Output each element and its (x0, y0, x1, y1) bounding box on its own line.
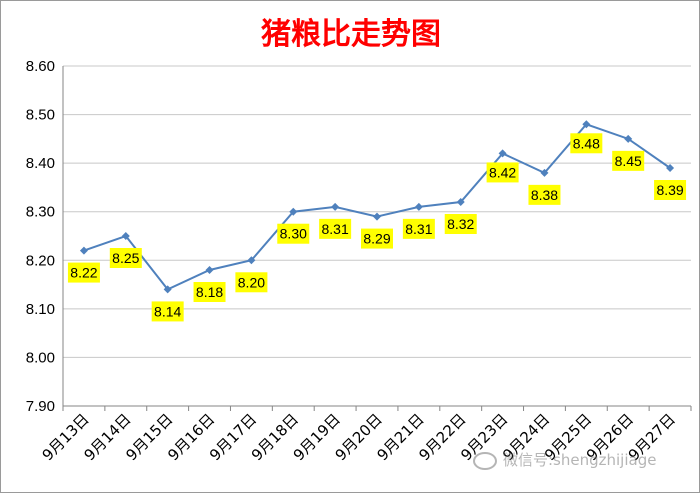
data-point (498, 149, 507, 158)
data-label-text: 8.18 (196, 284, 223, 300)
data-label-text: 8.20 (238, 274, 265, 290)
data-label: 8.25 (109, 248, 142, 268)
data-label: 8.31 (319, 218, 352, 239)
data-label: 8.18 (193, 282, 226, 302)
data-label-bg (277, 223, 310, 244)
data-label-text: 8.25 (112, 250, 139, 266)
data-point (540, 168, 549, 177)
data-label: 8.22 (67, 262, 100, 283)
data-label-bg (402, 218, 435, 239)
data-label: 8.31 (402, 218, 435, 239)
data-label-text: 8.38 (531, 187, 558, 203)
data-point (373, 212, 381, 221)
data-label-text: 8.39 (656, 182, 683, 198)
data-point (205, 266, 214, 274)
data-point (582, 120, 591, 129)
wechat-icon (473, 451, 497, 470)
data-label-text: 8.42 (489, 164, 516, 180)
data-label: 8.20 (235, 272, 268, 293)
y-tick-label: 8.00 (26, 349, 55, 366)
data-label-text: 8.45 (615, 153, 642, 169)
data-label-bg (570, 133, 603, 154)
data-label-text: 8.29 (363, 231, 390, 247)
data-label: 8.30 (277, 223, 310, 244)
data-point (163, 285, 172, 294)
y-tick-label: 8.30 (26, 204, 55, 221)
data-point (414, 202, 423, 211)
data-label-bg (193, 282, 226, 302)
data-label: 8.39 (654, 180, 687, 200)
data-point (456, 198, 465, 206)
data-point (247, 256, 256, 265)
data-label-bg (486, 162, 519, 183)
data-label: 8.45 (612, 150, 645, 171)
data-label-bg (444, 214, 477, 234)
data-label: 8.48 (570, 133, 603, 154)
data-point (624, 134, 633, 143)
data-label-text: 8.30 (280, 226, 307, 242)
y-tick-label: 8.50 (26, 107, 55, 124)
data-point (289, 207, 298, 216)
y-tick-label: 8.60 (26, 58, 55, 75)
data-label-bg (319, 218, 352, 239)
watermark: 微信号:shengzhijiage (473, 449, 656, 470)
data-label-text: 8.22 (70, 265, 97, 281)
data-label-bg (528, 184, 561, 205)
data-label-bg (361, 228, 393, 249)
y-tick-label: 8.40 (26, 155, 55, 172)
data-label-text: 8.31 (405, 221, 432, 237)
data-label-bg (612, 150, 645, 171)
watermark-text: 微信号:shengzhijiage (503, 451, 657, 469)
data-label: 8.32 (444, 214, 477, 234)
chart-title: 猪粮比走势图 (261, 17, 441, 52)
data-point (121, 232, 130, 240)
data-label-bg (151, 301, 184, 322)
data-label-text: 8.31 (322, 221, 349, 237)
data-label-text: 8.14 (154, 303, 181, 319)
y-tick-label: 8.10 (26, 301, 55, 318)
data-label-bg (109, 248, 142, 268)
data-label-bg (235, 272, 268, 293)
data-point (79, 246, 88, 255)
data-label: 8.42 (486, 162, 519, 183)
y-tick-label: 8.20 (26, 252, 55, 269)
data-label: 8.38 (528, 184, 561, 205)
data-label-bg (67, 262, 100, 283)
data-label: 8.14 (151, 301, 184, 322)
data-label: 8.29 (361, 228, 393, 249)
data-label-text: 8.48 (573, 135, 600, 151)
data-point (666, 164, 675, 172)
y-tick-label: 7.90 (26, 398, 55, 415)
data-label-text: 8.32 (447, 216, 474, 232)
data-point (331, 202, 340, 211)
data-label-bg (654, 180, 687, 200)
